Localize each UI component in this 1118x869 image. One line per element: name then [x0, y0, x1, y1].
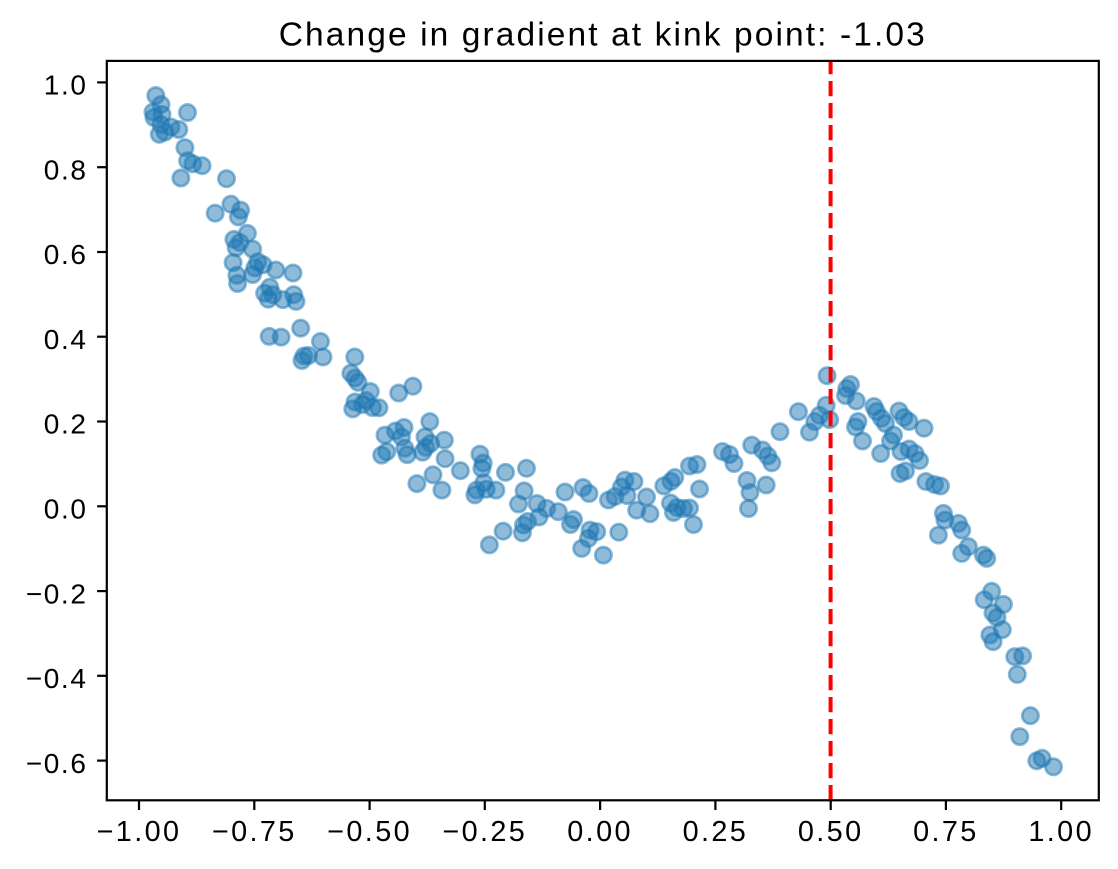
svg-text:Change in gradient at kink poi: Change in gradient at kink point: -1.03 [279, 17, 927, 54]
svg-text:0.4: 0.4 [44, 324, 88, 355]
svg-text:−0.2: −0.2 [26, 578, 88, 609]
svg-text:−0.50: −0.50 [327, 816, 412, 848]
svg-text:0.50: 0.50 [798, 816, 864, 848]
svg-text:0.8: 0.8 [44, 154, 88, 185]
svg-text:−0.25: −0.25 [442, 816, 527, 848]
svg-text:1.0: 1.0 [44, 70, 88, 101]
svg-text:0.6: 0.6 [44, 239, 88, 270]
svg-text:0.0: 0.0 [44, 494, 88, 525]
svg-text:0.75: 0.75 [913, 816, 979, 848]
svg-text:1.00: 1.00 [1028, 816, 1094, 848]
svg-text:−0.75: −0.75 [212, 816, 297, 848]
svg-text:0.00: 0.00 [567, 816, 633, 848]
svg-text:−1.00: −1.00 [97, 816, 182, 848]
svg-text:0.25: 0.25 [683, 816, 749, 848]
svg-text:−0.4: −0.4 [26, 663, 88, 694]
svg-text:−0.6: −0.6 [26, 748, 88, 779]
svg-text:0.2: 0.2 [44, 409, 88, 440]
